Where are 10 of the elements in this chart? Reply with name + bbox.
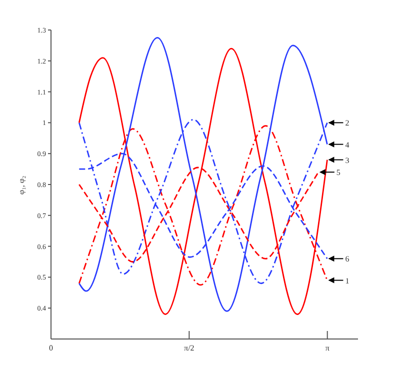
text: 1 xyxy=(345,276,350,286)
y-axis-title: φ₁, φ₂ xyxy=(16,175,26,194)
text: 3 xyxy=(345,156,350,165)
text: 5 xyxy=(336,168,340,178)
text: 6 xyxy=(345,254,350,264)
x-tick-label: π/2 xyxy=(184,344,194,353)
text: 4 xyxy=(345,140,350,150)
x-tick-label: 0 xyxy=(49,344,53,353)
x-tick-label: π xyxy=(325,344,330,353)
text: 2 xyxy=(345,118,350,128)
